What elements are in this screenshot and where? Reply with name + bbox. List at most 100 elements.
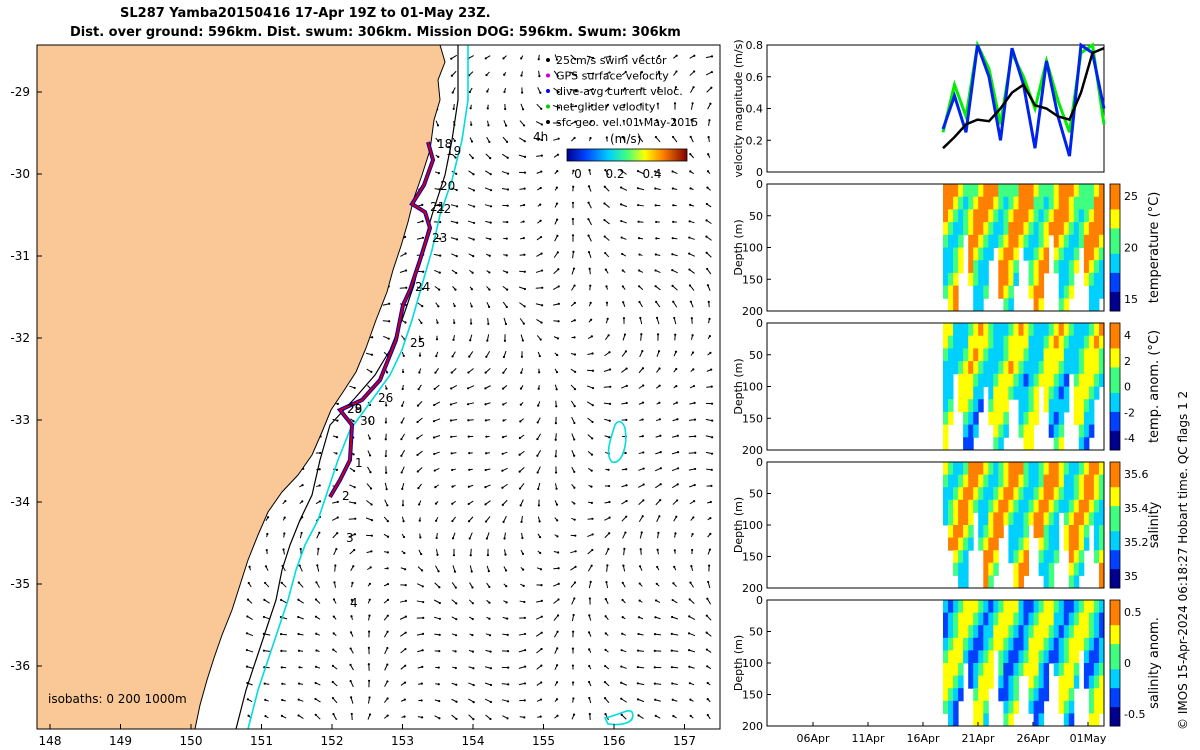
current-arrow <box>435 120 440 127</box>
current-arrow <box>571 136 576 142</box>
credit-text: © IMOS 15-Apr-2024 06:18:27 Hobart time.… <box>1176 390 1190 730</box>
current-arrow <box>571 201 575 209</box>
current-arrow <box>603 235 610 241</box>
lat-tick-label: -29 <box>10 85 30 99</box>
current-arrow <box>452 286 457 291</box>
current-arrow <box>689 170 695 175</box>
current-arrow <box>554 416 557 425</box>
lat-tick-label: -34 <box>10 495 30 509</box>
current-arrow <box>520 103 525 111</box>
current-arrow <box>656 333 660 341</box>
current-arrow <box>468 170 475 176</box>
current-arrow <box>656 401 661 405</box>
current-arrow <box>605 301 609 307</box>
current-arrow <box>603 368 612 372</box>
current-arrow <box>572 185 575 192</box>
current-arrow <box>604 268 609 274</box>
current-arrow <box>502 220 509 224</box>
current-arrow <box>671 170 678 175</box>
current-arrow <box>690 317 693 324</box>
current-arrow <box>587 335 593 340</box>
current-arrow <box>469 137 474 143</box>
current-arrow <box>538 368 541 374</box>
current-arrow <box>449 418 458 422</box>
current-arrow <box>502 418 507 422</box>
current-arrow <box>553 87 560 94</box>
current-arrow <box>552 104 561 109</box>
current-arrow <box>689 203 695 207</box>
current-arrow <box>604 334 610 340</box>
current-arrow <box>553 268 560 275</box>
current-arrow <box>469 286 474 291</box>
current-arrow <box>586 72 595 75</box>
lat-tick-label: -33 <box>10 413 30 427</box>
current-arrow <box>707 351 712 356</box>
current-arrow <box>553 285 560 291</box>
current-arrow <box>621 367 628 373</box>
current-arrow <box>484 402 491 406</box>
current-arrow <box>621 285 626 290</box>
current-arrow <box>536 103 543 110</box>
current-arrow <box>569 104 578 108</box>
current-arrow <box>708 317 711 324</box>
current-arrow <box>570 319 576 323</box>
current-arrow <box>538 70 541 78</box>
current-arrow <box>485 220 492 224</box>
current-arrow <box>418 318 423 325</box>
current-arrow <box>484 419 491 422</box>
current-arrow <box>416 401 423 407</box>
current-arrow <box>638 367 645 374</box>
legend-entry: sfc geo. vel. 01-May-2015 <box>556 116 698 129</box>
current-arrow <box>501 170 510 175</box>
current-arrow <box>586 401 594 407</box>
track-day-label: 26 <box>378 391 393 405</box>
current-arrow <box>571 336 576 339</box>
current-arrow <box>673 86 678 93</box>
current-arrow <box>552 121 561 125</box>
current-arrow <box>466 385 475 390</box>
current-arrow <box>504 103 507 111</box>
current-arrow <box>485 350 491 358</box>
current-arrow <box>622 333 627 341</box>
current-arrow <box>588 301 592 307</box>
current-arrow <box>417 220 424 224</box>
track-day-label: 2 <box>342 489 350 503</box>
track-day-label: 20 <box>440 179 455 193</box>
current-arrow <box>418 335 422 341</box>
current-arrow <box>587 103 594 109</box>
current-arrow <box>385 385 388 390</box>
current-arrow <box>484 367 491 374</box>
current-arrow <box>637 237 644 240</box>
colorbar <box>566 148 688 162</box>
current-arrow <box>569 71 577 77</box>
current-arrow <box>366 368 373 374</box>
current-arrow <box>689 70 696 76</box>
current-arrow <box>435 137 440 143</box>
current-arrow <box>706 284 711 291</box>
current-arrow <box>452 302 456 308</box>
current-arrow <box>536 170 543 174</box>
current-arrow <box>639 103 643 109</box>
lon-tick-label: 156 <box>603 734 626 748</box>
current-arrow <box>518 286 527 291</box>
current-arrow <box>350 418 355 423</box>
current-arrow <box>570 368 577 373</box>
current-arrow <box>537 54 540 61</box>
colorbar-units: (m/s) <box>610 132 641 146</box>
lat-tick-label: -35 <box>10 577 30 591</box>
current-arrow <box>451 87 456 94</box>
current-arrow <box>417 384 422 391</box>
current-arrow <box>400 417 405 424</box>
track-day-label: 1 <box>355 456 363 470</box>
current-arrow <box>621 252 627 257</box>
current-arrow <box>554 54 559 61</box>
current-arrow <box>655 237 660 240</box>
current-arrow <box>401 401 405 407</box>
current-arrow <box>486 286 491 291</box>
current-arrow <box>689 54 696 59</box>
current-arrow <box>400 433 406 441</box>
current-arrow <box>468 87 473 94</box>
current-arrow <box>639 316 643 325</box>
current-arrow <box>672 204 677 207</box>
current-arrow <box>553 320 560 323</box>
